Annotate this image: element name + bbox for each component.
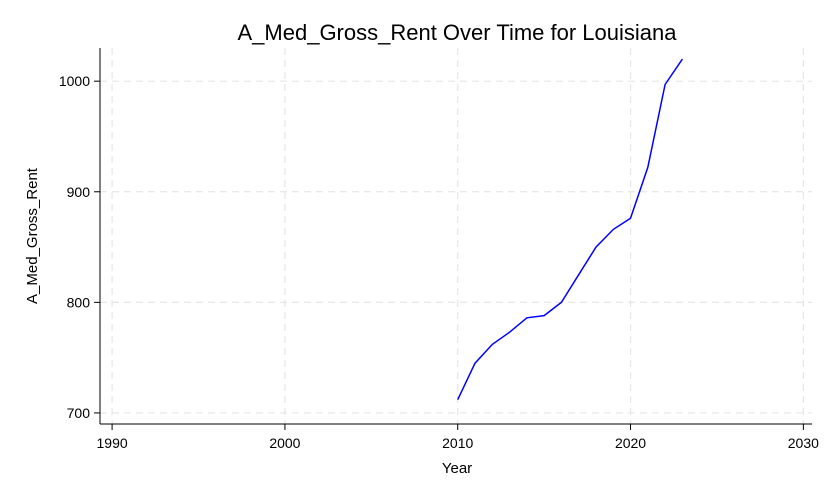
x-tick-label: 2000 — [269, 435, 300, 451]
y-tick-label: 700 — [67, 405, 91, 421]
y-tick-label: 900 — [67, 184, 91, 200]
grid — [100, 48, 812, 424]
x-tick-label: 2020 — [615, 435, 646, 451]
series-line — [457, 58, 684, 401]
y-axis-ticks: 700 800 900 1000 — [59, 73, 100, 421]
x-tick-label: 2010 — [442, 435, 473, 451]
x-tick-label: 2030 — [788, 435, 819, 451]
y-tick-label: 800 — [67, 294, 91, 310]
chart-title: A_Med_Gross_Rent Over Time for Louisiana — [238, 20, 678, 45]
series-layer — [457, 58, 684, 401]
y-axis-label: A_Med_Gross_Rent — [24, 167, 41, 304]
y-tick-label: 1000 — [59, 73, 90, 89]
x-axis-ticks: 1990 2000 2010 2020 2030 — [97, 424, 819, 451]
x-tick-label: 1990 — [97, 435, 128, 451]
x-axis-label: Year — [442, 460, 472, 477]
